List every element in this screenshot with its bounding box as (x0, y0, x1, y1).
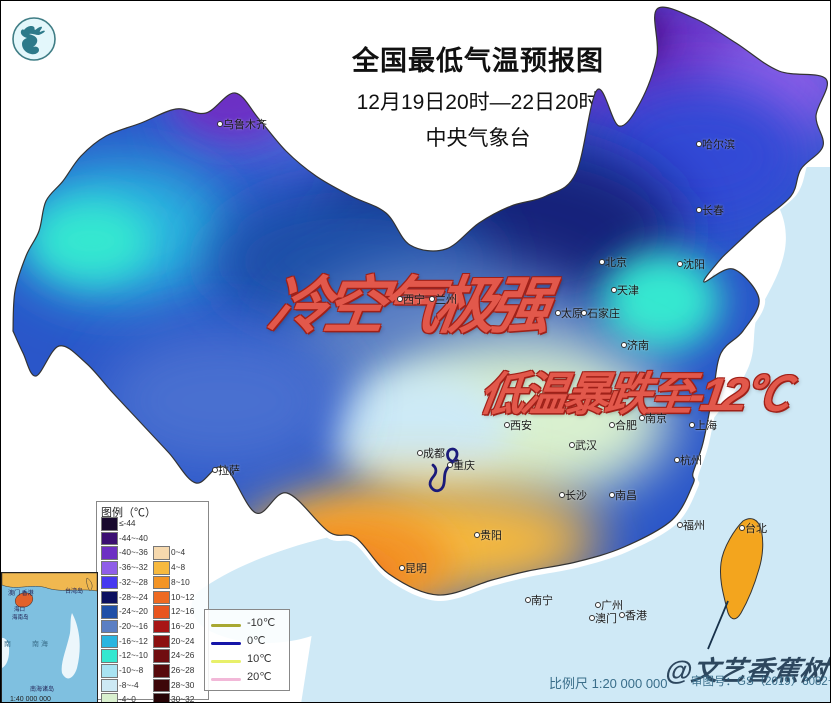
svg-text:南 海: 南 海 (32, 639, 48, 648)
svg-text:南海诸岛: 南海诸岛 (30, 685, 54, 693)
svg-text:海口: 海口 (14, 605, 25, 613)
svg-text:澳门 香港: 澳门 香港 (8, 589, 34, 597)
svg-text:南: 南 (4, 639, 11, 648)
svg-text:1:40 000 000: 1:40 000 000 (10, 696, 51, 703)
svg-text:海南岛: 海南岛 (12, 613, 29, 621)
svg-text:台湾岛: 台湾岛 (65, 587, 83, 595)
